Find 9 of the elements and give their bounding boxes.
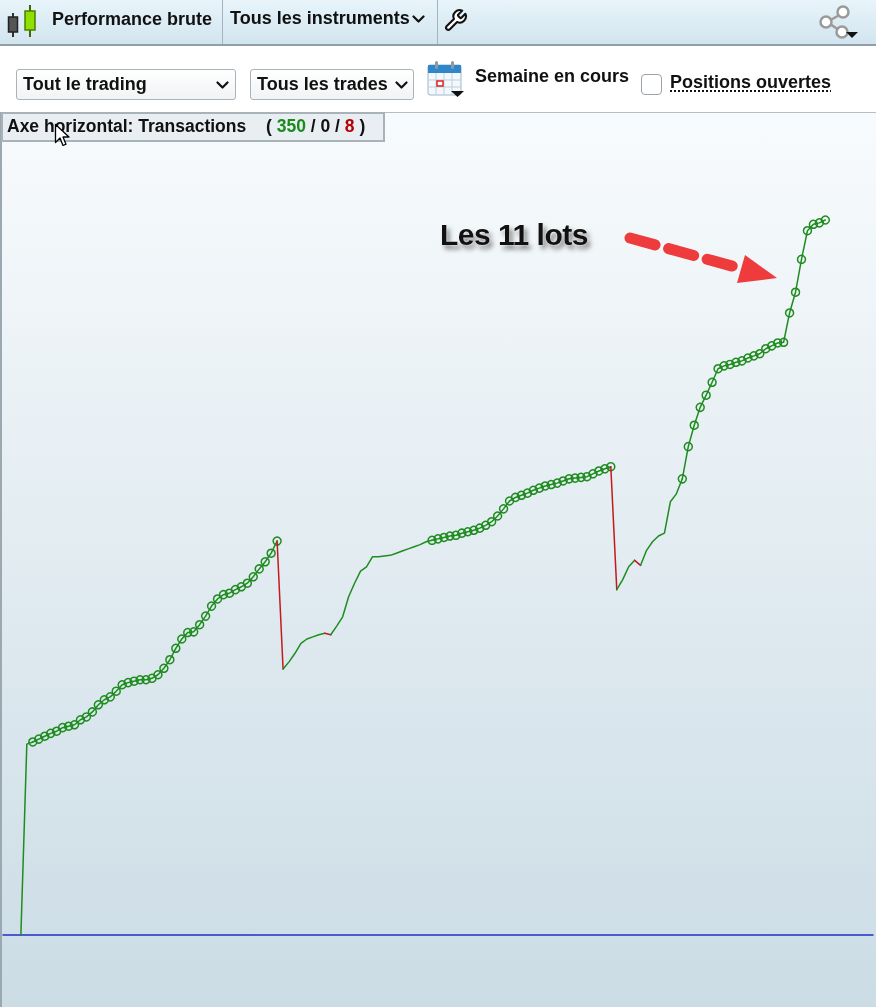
text: ( 350 / 0 / 8 ) [266, 116, 366, 136]
text: Tous les trades [257, 74, 388, 94]
annotation: Les 11 lots [440, 218, 588, 252]
chart-title: Performance brute [52, 9, 213, 29]
text: Positions ouvertes [670, 72, 832, 92]
text: Axe horizontal: Transactions [7, 116, 247, 136]
text: Tout le trading [23, 74, 147, 94]
text: Tous les instruments [230, 8, 410, 28]
text: Semaine en cours [475, 66, 630, 86]
